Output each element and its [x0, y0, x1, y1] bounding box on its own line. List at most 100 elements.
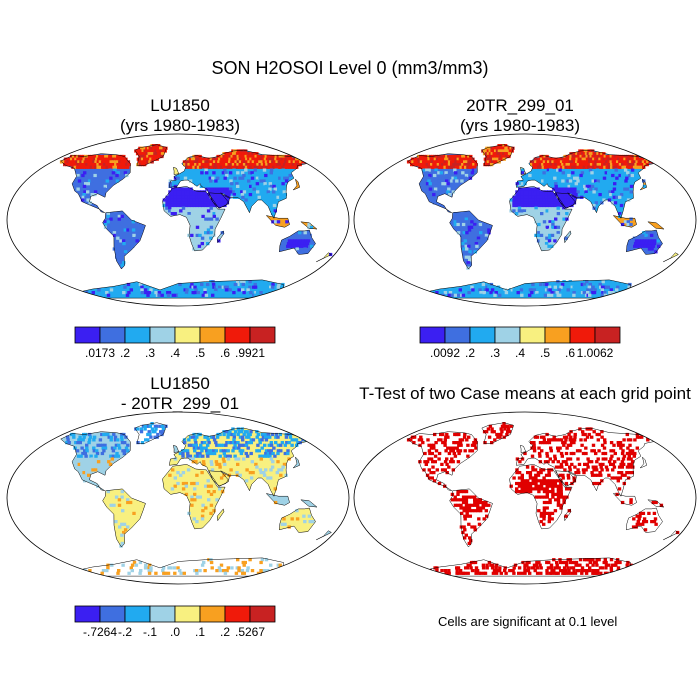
grid-cell — [626, 222, 630, 227]
grid-cell — [229, 163, 233, 167]
grid-cell — [619, 154, 623, 159]
grid-cell — [492, 149, 496, 153]
grid-cell — [531, 468, 535, 472]
grid-cell — [234, 152, 238, 156]
grid-cell — [117, 443, 121, 447]
grid-cell — [156, 144, 161, 148]
grid-cell — [594, 465, 598, 469]
grid-cell — [458, 449, 463, 453]
grid-cell — [311, 520, 315, 524]
grid-cell — [94, 154, 98, 159]
grid-cell — [227, 193, 231, 197]
grid-cell — [601, 154, 605, 159]
grid-cell — [195, 446, 199, 450]
grid-cell — [303, 242, 307, 246]
grid-cell — [229, 285, 233, 289]
grid-cell — [427, 163, 432, 167]
grid-cell — [498, 157, 502, 161]
grid-cell — [103, 220, 108, 224]
grid-cell — [447, 163, 452, 167]
grid-cell — [189, 190, 193, 194]
grid-cell — [250, 154, 254, 159]
grid-cell — [99, 157, 103, 161]
grid-cell — [487, 285, 491, 289]
grid-cell — [187, 195, 191, 199]
grid-cell — [412, 163, 416, 167]
grid-cell — [200, 193, 204, 197]
grid-cell — [608, 157, 613, 161]
grid-cell — [567, 432, 571, 437]
grid-cell — [151, 157, 155, 161]
grid-cell — [134, 563, 139, 567]
grid-cell — [463, 517, 467, 521]
grid-cell — [87, 179, 92, 183]
grid-cell — [209, 503, 214, 507]
coastline-uk — [173, 444, 180, 453]
grid-cell — [499, 154, 503, 159]
grid-cell — [197, 244, 202, 248]
grid-cell — [460, 179, 464, 183]
colorbar-label: .4 — [515, 346, 525, 360]
grid-cell — [649, 233, 654, 237]
grid-cell — [160, 154, 164, 159]
grid-cell — [539, 481, 544, 486]
grid-cell — [580, 571, 584, 575]
grid-cell — [161, 149, 166, 153]
grid-cell — [253, 285, 258, 289]
grid-cell — [437, 154, 441, 159]
grid-cell — [232, 435, 236, 439]
grid-cell — [520, 487, 524, 491]
grid-cell — [161, 427, 166, 431]
grid-cell — [461, 530, 465, 535]
grid-cell — [200, 449, 204, 453]
grid-cell — [106, 432, 110, 437]
grid-cell — [76, 157, 80, 161]
grid-cell — [246, 154, 250, 159]
grid-cell — [228, 160, 232, 164]
grid-cell — [434, 441, 438, 445]
grid-cell — [555, 566, 560, 570]
grid-cell — [648, 239, 652, 243]
grid-cell — [278, 163, 282, 167]
colorbar-label: .9921 — [235, 346, 265, 360]
grid-cell — [517, 193, 522, 197]
grid-cell — [176, 481, 180, 486]
grid-cell — [429, 446, 434, 450]
grid-cell — [451, 460, 455, 464]
grid-cell — [225, 441, 229, 445]
grid-cell — [262, 160, 266, 164]
grid-cell — [604, 563, 609, 567]
grid-cell — [633, 244, 637, 248]
grid-cell — [467, 435, 471, 439]
grid-cell — [210, 566, 214, 570]
grid-cell — [218, 157, 222, 161]
grid-cell — [453, 212, 457, 216]
grid-cell — [71, 165, 75, 169]
grid-cell — [605, 160, 609, 164]
grid-cell — [425, 165, 429, 169]
grid-cell — [589, 149, 593, 153]
grid-cell — [116, 454, 121, 458]
grid-cell — [591, 291, 595, 295]
grid-cell — [191, 163, 196, 167]
grid-cell — [540, 157, 544, 161]
grid-cell — [530, 291, 534, 295]
grid-cell — [470, 443, 475, 447]
grid-cell — [429, 443, 434, 447]
grid-cell — [570, 462, 574, 466]
grid-cell — [194, 165, 198, 169]
grid-cell — [482, 152, 487, 156]
grid-cell — [583, 157, 588, 161]
grid-cell — [294, 233, 299, 237]
grid-cell — [424, 462, 428, 466]
grid-cell — [442, 157, 446, 161]
map-border — [353, 411, 697, 585]
grid-cell — [568, 179, 573, 183]
grid-cell — [499, 571, 503, 575]
grid-cell — [215, 569, 219, 573]
grid-cell — [260, 165, 265, 169]
grid-cell — [223, 168, 227, 172]
grid-cell — [101, 443, 105, 447]
grid-cell — [245, 435, 249, 439]
grid-cell — [623, 220, 628, 224]
